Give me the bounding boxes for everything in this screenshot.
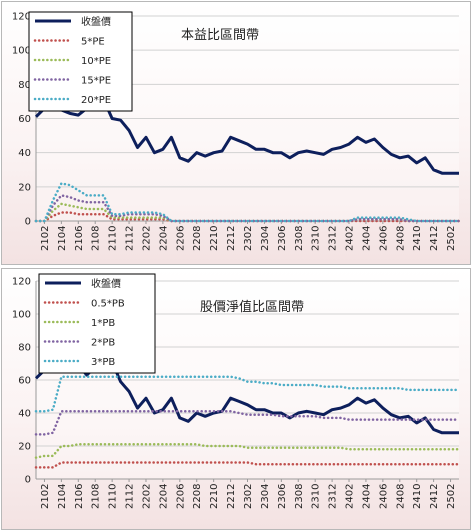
x-tick-label: 2112 <box>125 484 136 509</box>
legend-box <box>28 11 133 112</box>
x-tick-label: 2206 <box>175 226 186 251</box>
x-tick-label: 2408 <box>395 484 406 509</box>
legend-label-3: 2*PB <box>91 338 115 349</box>
x-tick-label: 2302 <box>243 226 254 251</box>
x-tick-label: 2410 <box>412 226 423 251</box>
x-tick-label: 2210 <box>209 484 220 509</box>
x-tick-label: 2308 <box>294 484 305 509</box>
x-tick-label: 2410 <box>412 484 423 509</box>
legend-label-1: 0.5*PB <box>91 299 125 310</box>
series-line-3 <box>34 410 461 436</box>
x-tick-label: 2404 <box>361 484 372 509</box>
y-tick-label: 0 <box>25 475 31 486</box>
x-tick-label: 2312 <box>328 226 339 251</box>
x-tick-label: 2312 <box>328 484 339 509</box>
y-tick-label: 80 <box>18 343 31 354</box>
legend: 收盤價 0.5*PB 1*PB 2*PB 3*PB <box>38 273 156 374</box>
x-tick-label: 2406 <box>378 226 389 251</box>
y-tick-label: 40 <box>18 148 31 159</box>
legend-label-4: 3*PB <box>91 357 115 368</box>
y-tick-label: 120 <box>12 277 31 288</box>
x-tick-label: 2502 <box>446 226 457 251</box>
legend-label-1: 5*PE <box>81 37 105 48</box>
x-tick-label: 2112 <box>125 226 136 251</box>
y-tick-label: 20 <box>18 442 31 453</box>
x-tick-label: 2102 <box>40 484 51 509</box>
chart-title: 本益比區間帶 <box>181 28 259 43</box>
legend-label-2: 1*PB <box>91 318 115 329</box>
legend-label-3: 15*PE <box>81 76 111 87</box>
pe-band-chart: 0 20 40 60 80 100 120 2102 2104 2106 2108 2110 2112 2… <box>12 11 461 251</box>
x-tick-label: 2402 <box>345 484 356 509</box>
x-tick-label: 2302 <box>243 484 254 509</box>
chart-title: 股價淨值比區間帶 <box>200 299 304 315</box>
x-tick-label: 2310 <box>311 484 322 509</box>
legend: 收盤價 5*PE 10*PE 15*PE 20*PE <box>28 11 133 112</box>
x-tick-label: 2108 <box>91 484 102 509</box>
x-tick-label: 2104 <box>57 226 68 251</box>
series-line-1 <box>34 461 461 469</box>
y-tick-label: 0 <box>25 217 31 228</box>
x-tick-label: 2208 <box>192 484 203 509</box>
x-tick-label: 2108 <box>91 226 102 251</box>
x-tick-label: 2502 <box>446 484 457 509</box>
y-tick-label: 20 <box>18 182 31 193</box>
x-tick-label: 2202 <box>141 484 152 509</box>
x-tick-label: 2406 <box>378 484 389 509</box>
x-tick-label: 2212 <box>226 226 237 251</box>
legend-label-0: 收盤價 <box>81 15 111 28</box>
y-tick-label: 80 <box>18 80 31 91</box>
x-tick-label: 2306 <box>277 484 288 509</box>
x-tick-label: 2204 <box>158 484 169 509</box>
pe-band-chart-panel: 0 20 40 60 80 100 120 2102 2104 2106 2108 2110 2112 2… <box>1 1 471 265</box>
y-tick-label: 40 <box>18 409 31 420</box>
x-tick-label: 2106 <box>74 484 85 509</box>
x-tick-label: 2212 <box>226 484 237 509</box>
legend-label-4: 20*PE <box>81 95 111 106</box>
x-tick-label: 2210 <box>209 226 220 251</box>
y-tick-label: 60 <box>18 376 31 387</box>
x-tick-label: 2106 <box>74 226 85 251</box>
x-tick-label: 2408 <box>395 226 406 251</box>
x-tick-label: 2204 <box>158 226 169 251</box>
legend-box <box>38 273 156 374</box>
series-line-3 <box>34 194 461 223</box>
x-tick-label: 2306 <box>277 226 288 251</box>
x-tick-label: 2208 <box>192 226 203 251</box>
x-tick-label: 2304 <box>260 226 271 251</box>
series-line-4 <box>34 375 461 413</box>
series-line-2 <box>34 443 461 459</box>
y-tick-label: 60 <box>18 114 31 125</box>
x-tick-label: 2102 <box>40 226 51 251</box>
legend-label-2: 10*PE <box>81 56 111 67</box>
x-tick-label: 2412 <box>429 484 440 509</box>
x-tick-label: 2110 <box>108 484 119 509</box>
x-tick-label: 2404 <box>361 226 372 251</box>
x-tick-label: 2104 <box>57 484 68 509</box>
legend-label-0: 收盤價 <box>91 277 121 290</box>
x-tick-label: 2202 <box>141 226 152 251</box>
x-tick-label: 2310 <box>311 226 322 251</box>
pb-band-chart: 0 20 40 60 80 100 120 2102 2104 2106 2108 2110 2112 2… <box>12 273 461 509</box>
y-tick-label: 100 <box>12 310 31 321</box>
series-line-4 <box>34 182 461 223</box>
x-tick-label: 2206 <box>175 484 186 509</box>
x-tick-label: 2402 <box>345 226 356 251</box>
series-line-1 <box>34 211 461 223</box>
x-tick-label: 2110 <box>108 226 119 251</box>
pb-band-chart-panel: 0 20 40 60 80 100 120 2102 2104 2106 2108 2110 2112 2… <box>1 268 471 530</box>
y-tick-label: 120 <box>12 12 31 23</box>
y-tick-label: 100 <box>12 46 31 57</box>
x-tick-label: 2412 <box>429 226 440 251</box>
x-tick-label: 2308 <box>294 226 305 251</box>
x-tick-label: 2304 <box>260 484 271 509</box>
